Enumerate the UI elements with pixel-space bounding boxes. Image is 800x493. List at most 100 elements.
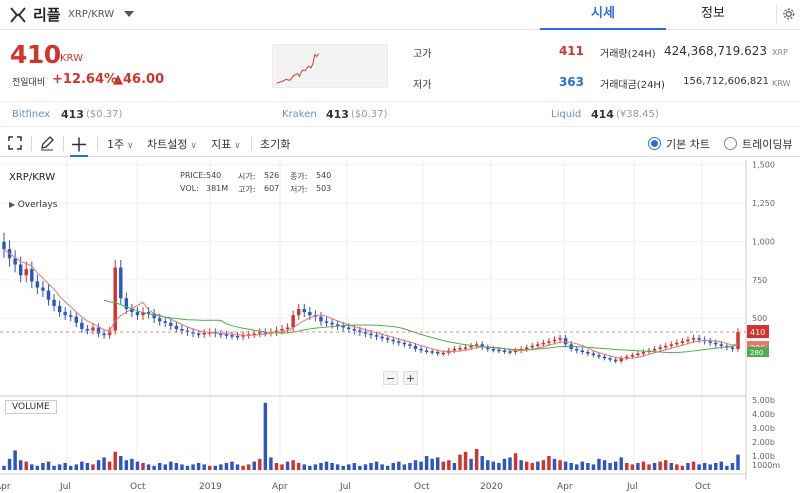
low-label: 저가 xyxy=(413,80,432,91)
volume-bar xyxy=(452,463,457,470)
exchange-name-kraken[interactable]: Kraken xyxy=(282,109,317,120)
volume-bar xyxy=(430,458,434,470)
volume-bar xyxy=(146,464,151,470)
volume-bar xyxy=(652,463,657,470)
candle xyxy=(169,322,173,326)
candle xyxy=(524,347,529,349)
basic-chart-label[interactable]: 기본 차트 xyxy=(666,138,710,151)
exchange-name-liquid[interactable]: Liquid xyxy=(551,109,582,120)
volume-bar xyxy=(296,463,301,470)
volume-bar xyxy=(469,458,473,470)
period-label: 1주 xyxy=(107,138,125,151)
tradingview-radio[interactable] xyxy=(724,137,737,150)
candle xyxy=(157,318,162,322)
volume-bar xyxy=(458,454,462,470)
time-axis-tick-label: 2020 xyxy=(480,482,503,492)
exchange-price-kraken: 413 xyxy=(326,108,349,121)
volume-bar xyxy=(558,460,562,470)
candle xyxy=(41,287,45,291)
volume-bar xyxy=(697,464,701,470)
toolbar-divider xyxy=(31,136,32,151)
candle xyxy=(141,312,145,316)
candle xyxy=(369,333,373,336)
fullscreen-icon[interactable] xyxy=(6,134,24,152)
volume-bar xyxy=(708,464,712,470)
volume-bar xyxy=(63,463,67,470)
candle xyxy=(402,342,407,345)
zoom-in-button[interactable]: + xyxy=(403,371,418,385)
volume-bar xyxy=(480,456,484,470)
volume-bar xyxy=(413,460,418,470)
volume-bar xyxy=(69,465,73,470)
volume-bar xyxy=(602,460,607,470)
gear-icon[interactable] xyxy=(776,4,796,24)
candle xyxy=(69,315,73,317)
volume-axis-tick-label: 1.00b xyxy=(752,452,775,461)
volume-bar xyxy=(391,463,395,470)
volume-bar xyxy=(141,463,145,470)
volume-bar xyxy=(663,460,668,470)
tradingview-label[interactable]: 트레이딩뷰 xyxy=(742,138,793,151)
time-axis-tick-label: Jul xyxy=(59,482,71,492)
volume-bar xyxy=(219,464,223,470)
candle xyxy=(91,327,95,331)
candle xyxy=(591,353,596,356)
volume-bar xyxy=(380,464,384,470)
volume-bar xyxy=(385,465,390,470)
volume-axis-tick-label: 1000m xyxy=(752,461,780,470)
volume-bar xyxy=(436,457,440,470)
tab-market[interactable]: 시세 xyxy=(540,0,666,30)
candle xyxy=(124,298,129,310)
candle xyxy=(374,335,379,337)
candle xyxy=(625,356,629,359)
volume-bar xyxy=(636,463,640,470)
exchange-name-bitfinex[interactable]: Bitfinex xyxy=(12,109,51,120)
change-percent: +12.64% xyxy=(52,72,118,87)
candle xyxy=(580,350,585,353)
volume-bar xyxy=(619,457,623,470)
volume-bar xyxy=(74,464,79,470)
candle xyxy=(85,328,90,331)
candle xyxy=(191,332,195,334)
period-select[interactable]: 1주 ∨ xyxy=(107,136,134,152)
volume-button[interactable]: VOLUME xyxy=(5,400,57,414)
time-axis-tick-label: 2019 xyxy=(199,482,222,492)
volume-bar xyxy=(252,461,256,470)
current-price-tag-label: 410 xyxy=(750,328,765,337)
indicators-button[interactable]: 지표 ∨ xyxy=(211,136,241,152)
candle xyxy=(285,327,290,329)
volume-bar xyxy=(569,463,573,470)
price-chart[interactable]: 1,500 1,250 1,000 750 500 5.00b 4.00b 3.00b 2.00… xyxy=(0,158,800,493)
chart-settings-button[interactable]: 차트설정 ∨ xyxy=(147,136,197,152)
volume-bar xyxy=(180,464,184,470)
tab-info[interactable]: 정보 xyxy=(701,6,725,21)
volume-bar xyxy=(102,457,106,470)
candle xyxy=(180,328,184,331)
volume-bar xyxy=(369,463,373,470)
coin-select-chevron-down-icon[interactable] xyxy=(124,11,134,17)
volume-bar xyxy=(402,464,407,470)
amount-value: 156,712,606,821 xyxy=(683,76,769,87)
volume-bar xyxy=(641,461,646,470)
reset-button[interactable]: 초기화 xyxy=(260,138,291,151)
candle xyxy=(486,347,490,349)
candle xyxy=(719,344,724,346)
ohlc-close-label: 종가: xyxy=(290,172,308,181)
volume-bar xyxy=(13,450,17,470)
candle xyxy=(641,352,646,354)
candle xyxy=(196,333,201,336)
ma-long-price-tag-label: 280 xyxy=(750,349,763,357)
zoom-out-button[interactable]: − xyxy=(383,371,398,385)
overlays-toggle[interactable]: ▶ Overlays xyxy=(9,200,57,210)
volume-bar xyxy=(586,463,590,470)
candle xyxy=(219,333,223,336)
candle xyxy=(107,330,112,336)
pencil-icon[interactable] xyxy=(38,134,56,152)
volume-bar xyxy=(157,463,162,470)
crosshair-icon[interactable] xyxy=(70,134,88,157)
volume-bar xyxy=(46,461,51,470)
time-axis-tick-label: Oct xyxy=(414,482,430,492)
basic-chart-radio[interactable] xyxy=(648,137,661,150)
candle xyxy=(658,347,662,349)
volume-bar xyxy=(630,464,635,470)
